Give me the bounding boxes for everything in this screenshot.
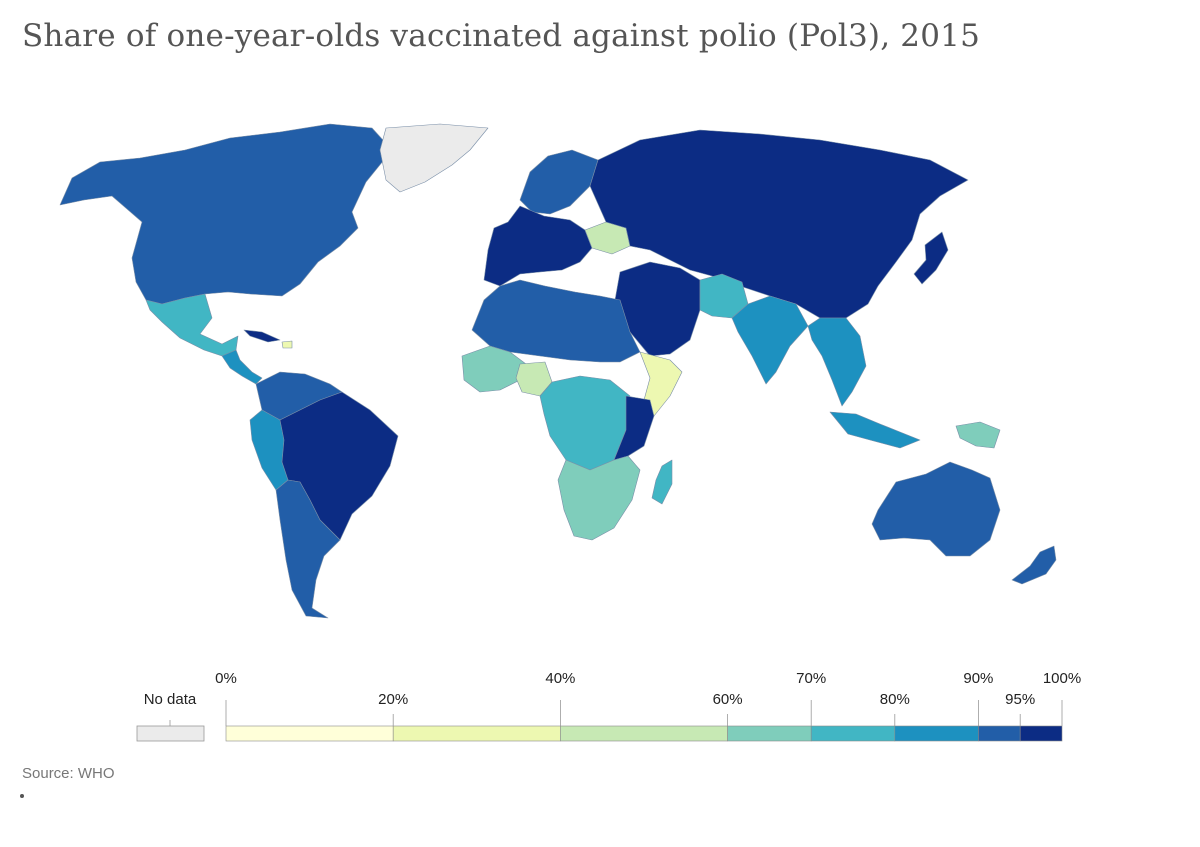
region-brazil[interactable]	[279, 391, 399, 541]
legend-tick-label-6: 90%	[963, 670, 993, 687]
legend-tick-label-2: 40%	[545, 670, 575, 687]
region-new-zealand[interactable]	[1011, 545, 1057, 585]
legend-bins	[225, 725, 1063, 742]
region-central-america[interactable]	[221, 349, 263, 385]
legend-tick-label-1: 20%	[378, 691, 408, 708]
legend-no-data-swatch	[136, 725, 205, 742]
legend-tick-label-5: 80%	[880, 691, 910, 708]
legend-tick-label-0: 0%	[215, 670, 237, 687]
legend-tick-label-4: 70%	[796, 670, 826, 687]
legend-bin-5	[894, 725, 979, 742]
region-madagascar[interactable]	[651, 459, 673, 505]
region-greenland[interactable]	[379, 123, 489, 193]
region-cuba[interactable]	[243, 329, 281, 343]
legend-bin-3	[727, 725, 812, 742]
region-southern-africa[interactable]	[557, 455, 641, 541]
region-mexico[interactable]	[145, 293, 239, 357]
region-indonesia[interactable]	[829, 411, 921, 449]
legend-bin-0	[225, 725, 394, 742]
region-north-america[interactable]	[59, 123, 393, 305]
source-note: Source: WHO	[22, 765, 115, 782]
region-russia-china[interactable]	[589, 129, 969, 319]
region-australia[interactable]	[871, 461, 1001, 557]
legend-bin-7	[1019, 725, 1063, 742]
legend-bin-6	[978, 725, 1021, 742]
legend-no-data-label: No data	[144, 691, 197, 708]
legend-ticks: 0% 20% 40% 60% 70% 80% 90% 95% 100%	[215, 670, 1081, 726]
region-horn-of-africa[interactable]	[639, 351, 683, 417]
region-southeast-asia[interactable]	[807, 317, 867, 407]
legend-bin-2	[560, 725, 728, 742]
legend-tick-label-7: 95%	[1005, 691, 1035, 708]
region-south-asia[interactable]	[731, 295, 809, 385]
legend-tick-label-3: 60%	[713, 691, 743, 708]
region-east-africa[interactable]	[613, 395, 655, 461]
legend-tick-label-8: 100%	[1043, 670, 1081, 687]
legend-bin-1	[392, 725, 561, 742]
region-haiti[interactable]	[281, 340, 293, 349]
chart-title: Share of one-year-olds vaccinated agains…	[22, 18, 980, 54]
region-southern-cone[interactable]	[275, 479, 341, 619]
footnote-dot	[20, 794, 24, 798]
world-map	[59, 123, 1057, 619]
region-papua[interactable]	[955, 421, 1001, 449]
region-japan[interactable]	[913, 231, 949, 285]
legend-bin-4	[810, 725, 896, 742]
